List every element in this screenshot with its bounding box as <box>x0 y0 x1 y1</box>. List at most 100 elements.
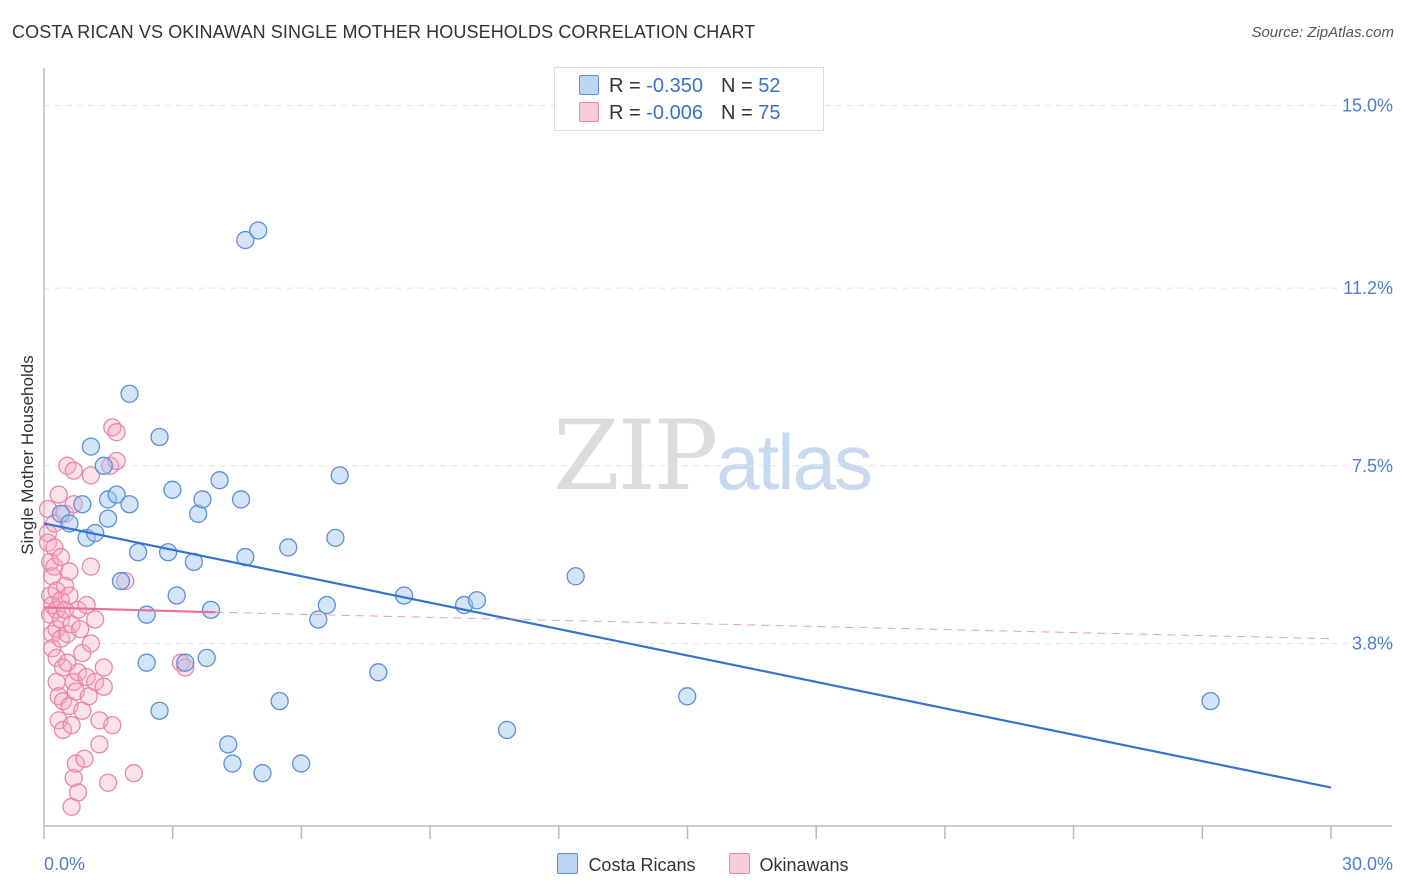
okinawans-point <box>94 677 113 696</box>
okinawans-point <box>94 658 113 677</box>
costa-ricans-point <box>253 764 272 783</box>
okinawans-point <box>71 619 90 639</box>
watermark-atlas: atlas <box>716 418 873 506</box>
legend-row-okinawans: R = -0.006 N = 75 <box>579 102 780 126</box>
costa-ricans-point <box>330 466 349 485</box>
legend-n-label: N = <box>720 102 759 124</box>
costa-ricans-point <box>279 538 298 557</box>
costa-ricans-point <box>678 687 697 706</box>
okinawans-point <box>60 586 79 605</box>
legend-r-value: -0.006 <box>646 102 703 124</box>
costa-ricans-point <box>317 595 337 615</box>
okinawans-point <box>77 667 96 687</box>
costa-ricans-point <box>369 663 388 682</box>
costa-ricans-point <box>98 490 118 509</box>
costa-ricans-point <box>1201 691 1220 711</box>
costa-ricans-point <box>497 720 517 740</box>
costa-ricans-point <box>201 600 221 620</box>
legend-swatch-pink <box>579 102 599 122</box>
legend-n-value: 52 <box>758 75 781 97</box>
costa-ricans-point <box>107 485 126 504</box>
costa-ricans-point <box>236 230 255 250</box>
costa-ricans-point <box>128 543 148 562</box>
legend-swatch-pink <box>728 853 750 874</box>
costa-ricans-point <box>167 586 186 605</box>
legend-swatch-blue <box>579 75 599 95</box>
y-tick-label: 3.8% <box>1352 634 1393 654</box>
okinawans-point <box>81 557 101 576</box>
okinawans-points <box>38 418 195 816</box>
legend-n-value: 75 <box>758 102 781 124</box>
legend-r-label: R = <box>609 102 647 124</box>
costa-ricans-point <box>326 528 345 547</box>
okinawans-point <box>81 634 101 653</box>
okinawans-point <box>124 764 143 783</box>
axes <box>43 68 1392 839</box>
okinawans-point <box>107 423 126 442</box>
costa-ricans-point <box>176 653 195 672</box>
costa-ricans-point <box>223 754 242 773</box>
okinawans-point <box>86 672 105 692</box>
costa-ricans-point <box>94 456 113 475</box>
okinawans-point <box>60 562 79 581</box>
costa-ricans-point <box>193 490 212 509</box>
okinawans-point <box>47 648 66 668</box>
okinawans-point <box>66 754 86 773</box>
costa-ricans-point <box>98 509 118 528</box>
costa-ricans-point <box>231 490 251 509</box>
okinawans-point <box>68 783 88 802</box>
costa-ricans-point <box>210 471 229 490</box>
y-tick-label: 15.0% <box>1342 96 1393 116</box>
costa-ricans-point <box>163 480 182 499</box>
costa-ricans-point <box>73 495 92 514</box>
okinawans-point <box>49 485 68 504</box>
legend-row-costa-ricans: R = -0.350 N = 52 <box>579 75 780 99</box>
costa-ricans-point <box>158 543 178 562</box>
okinawans-point <box>64 768 83 788</box>
okinawans-trendline <box>43 606 216 614</box>
costa-ricans-point <box>111 571 131 591</box>
costa-ricans-point <box>120 384 139 403</box>
okinawans-point <box>75 749 94 768</box>
okinawans-point <box>64 461 83 480</box>
okinawans-point <box>90 735 109 754</box>
source-label: Source: ZipAtlas.com <box>1251 24 1394 41</box>
legend-r-value: -0.350 <box>646 75 703 97</box>
costa-ricans-point <box>137 653 156 672</box>
tick-labels: 3.8% 7.5% 11.2% 15.0% 0.0% 30.0% <box>44 96 1393 874</box>
correlation-legend: R = -0.350 N = 52 R = -0.006 N = 75 <box>554 67 824 131</box>
okinawans-point <box>81 466 101 485</box>
okinawans-trendline <box>215 611 1332 640</box>
costa-ricans-point <box>270 691 289 711</box>
costa-ricans-point <box>150 701 169 720</box>
costa-ricans-point <box>188 504 208 523</box>
okinawans-point <box>62 715 81 735</box>
okinawans-point <box>103 715 122 735</box>
costa-ricans-point <box>467 591 487 610</box>
okinawans-point <box>51 547 71 567</box>
legend-label: Okinawans <box>759 855 849 875</box>
okinawans-point <box>45 538 64 557</box>
legend-item-costa-ricans[interactable]: Costa Ricans <box>557 853 695 876</box>
costa-ricans-point <box>81 437 101 456</box>
x-tick-label: 0.0% <box>44 854 85 874</box>
legend-n-label: N = <box>720 75 759 97</box>
costa-ricans-point <box>309 610 328 629</box>
legend-r-label: R = <box>609 75 647 97</box>
costa-ricans-point <box>566 567 585 586</box>
costa-ricans-point <box>137 605 156 624</box>
costa-ricans-trendline <box>43 522 1332 789</box>
okinawans-point <box>68 600 88 620</box>
okinawans-point <box>56 576 75 596</box>
okinawans-point <box>68 663 88 682</box>
okinawans-point <box>53 720 73 740</box>
costa-ricans-point <box>150 427 169 447</box>
okinawans-point <box>116 571 135 591</box>
okinawans-point <box>98 773 118 792</box>
legend-label: Costa Ricans <box>588 855 696 875</box>
costa-ricans-point <box>291 754 311 773</box>
y-tick-label: 7.5% <box>1352 456 1393 476</box>
legend-item-okinawans[interactable]: Okinawans <box>728 853 849 876</box>
y-tick-label: 11.2% <box>1343 278 1393 298</box>
